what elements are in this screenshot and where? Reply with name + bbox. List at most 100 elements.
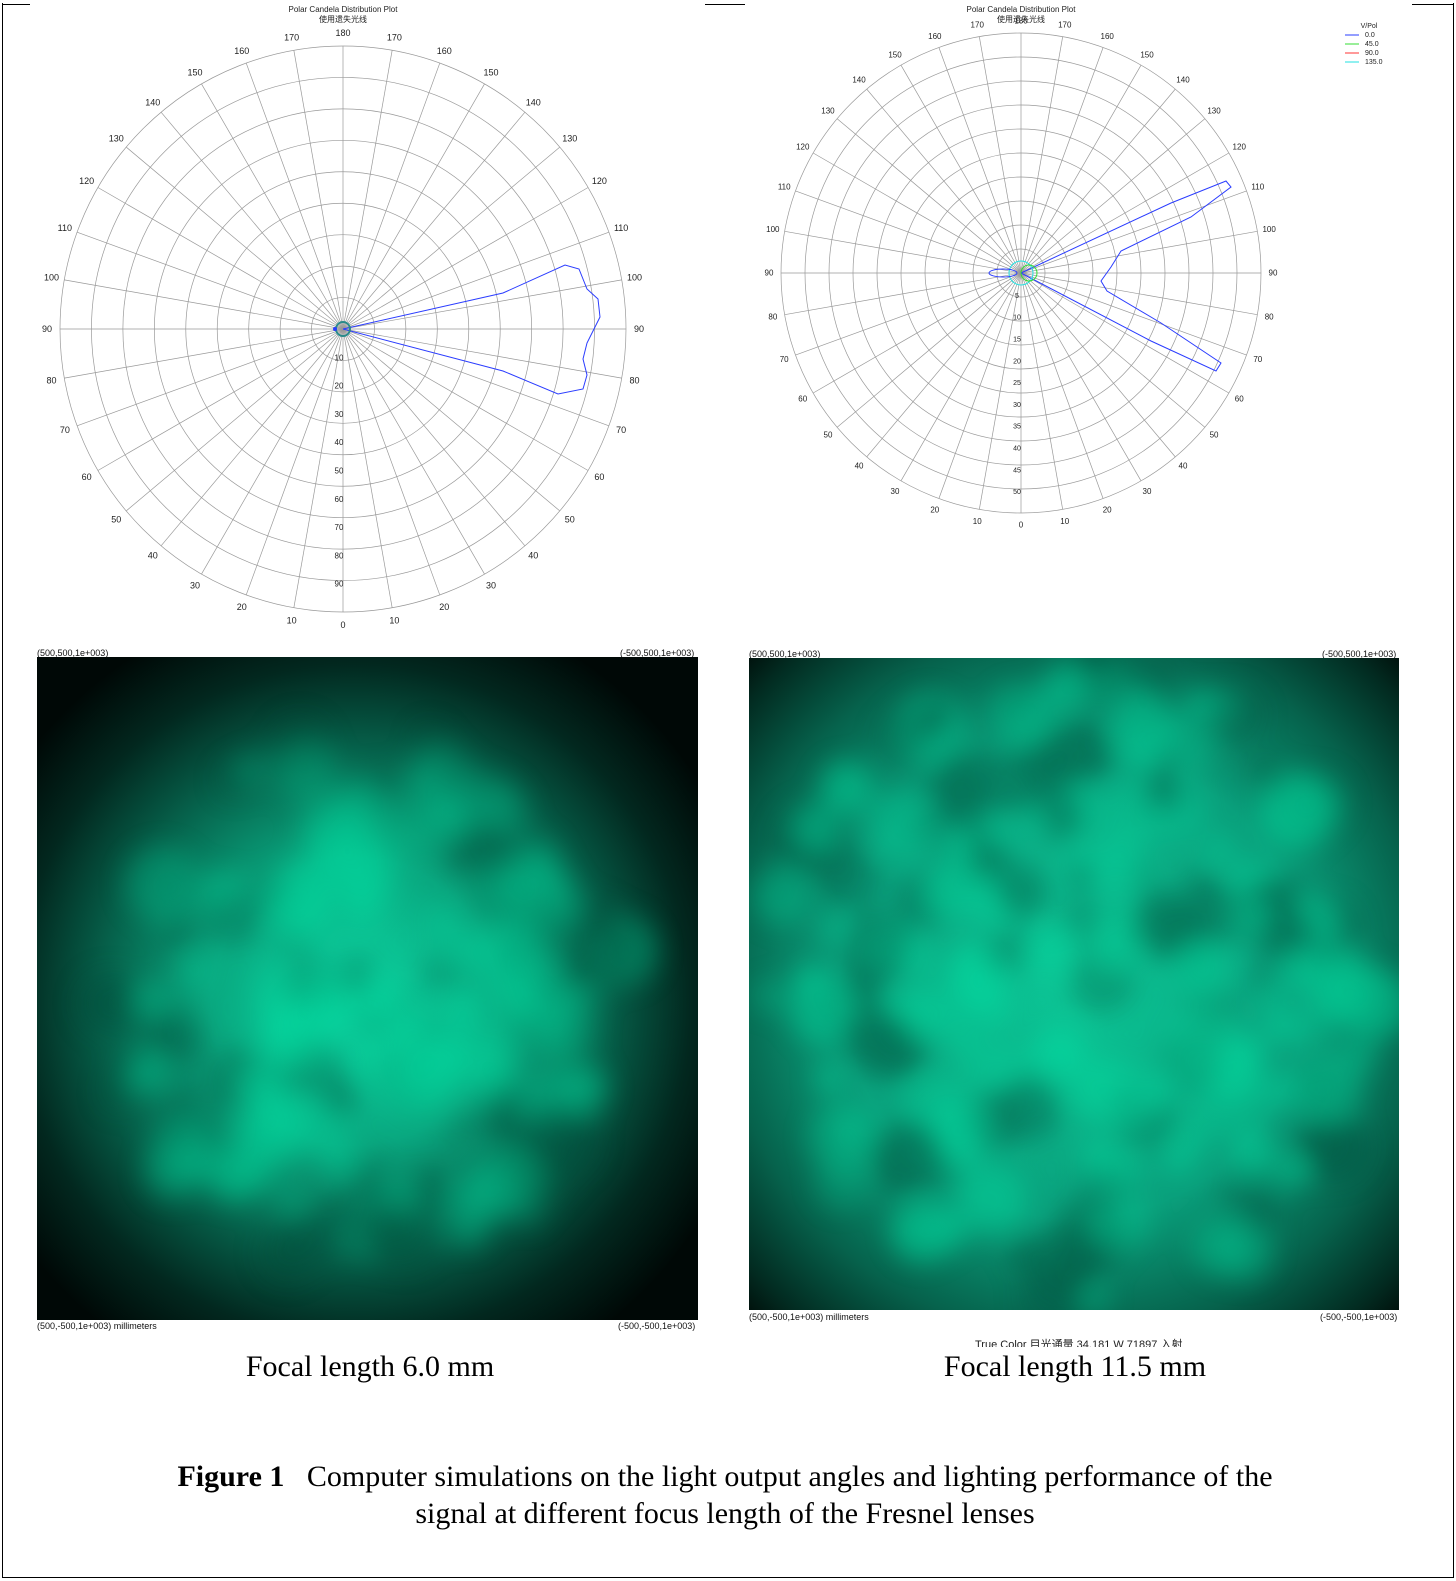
light-speckle: [1166, 1005, 1238, 1077]
angle-label: 150: [187, 68, 202, 78]
polar-spoke: [160, 111, 344, 330]
angle-label: 60: [798, 395, 807, 404]
light-speckle: [161, 915, 193, 947]
light-speckle: [1176, 942, 1229, 996]
light-speckle: [560, 954, 598, 992]
candela-curve: [342, 264, 601, 395]
polar-spoke: [1020, 230, 1258, 274]
radial-label: 25: [1013, 380, 1021, 387]
light-speckle: [1092, 681, 1120, 708]
light-speckle: [1299, 945, 1372, 1017]
light-speckle: [1184, 687, 1217, 719]
radial-label: 5: [1015, 293, 1019, 300]
light-speckle: [531, 1012, 579, 1060]
angle-label: 170: [1058, 20, 1072, 29]
light-speckle: [235, 751, 269, 786]
polar-spoke: [1020, 88, 1176, 274]
page-frame-top: [2, 4, 30, 5]
polar-spoke: [201, 328, 344, 575]
angle-label: 40: [855, 462, 864, 471]
light-speckle: [505, 859, 557, 911]
polar-spoke: [293, 50, 344, 330]
angle-label: 150: [483, 68, 498, 78]
polar-spoke: [1020, 272, 1142, 482]
angle-label: 120: [592, 176, 607, 186]
angle-label: 150: [888, 50, 902, 59]
angle-label: 180: [335, 28, 350, 38]
angle-label: 160: [928, 32, 942, 41]
polar-spoke: [125, 328, 344, 512]
light-speckle: [525, 1104, 598, 1177]
angle-label: 170: [284, 32, 299, 42]
polar-spoke: [342, 328, 485, 575]
light-speckle: [898, 985, 954, 1040]
angle-label: 40: [148, 551, 158, 561]
polar-spoke: [342, 328, 393, 608]
light-speckle: [172, 1145, 206, 1179]
angle-label: 50: [565, 514, 575, 524]
angle-label: 50: [824, 431, 833, 440]
light-speckle: [80, 974, 141, 1034]
light-speckle: [1109, 695, 1178, 765]
corner-label: (500,500,1e+003): [37, 648, 109, 658]
light-speckle: [1246, 960, 1282, 996]
light-speckle: [1078, 1059, 1151, 1132]
polar-spoke: [76, 328, 344, 427]
polar-spoke: [795, 190, 1022, 274]
light-speckle: [751, 866, 811, 926]
polar-spoke: [342, 328, 610, 427]
candela-curve: [1020, 180, 1232, 372]
angle-label: 0: [1019, 521, 1024, 530]
light-speckle: [275, 741, 338, 804]
light-speckle: [470, 881, 507, 918]
angle-label: 90: [42, 324, 52, 334]
angle-label: 100: [627, 273, 642, 283]
angle-label: 10: [1060, 517, 1069, 526]
angle-label: 20: [439, 602, 449, 612]
angle-label: 180: [1014, 17, 1028, 26]
center-cluster: [1020, 264, 1038, 282]
light-speckle: [1122, 894, 1189, 962]
polar-spoke: [97, 187, 344, 330]
light-speckle: [1231, 1130, 1276, 1175]
angle-label: 30: [190, 580, 200, 590]
light-speckle: [957, 1166, 1027, 1236]
angle-label: 70: [60, 425, 70, 435]
angle-label: 160: [437, 46, 452, 56]
page-frame-top: [705, 4, 745, 5]
angle-label: 120: [796, 143, 810, 152]
polar-spoke: [76, 231, 344, 330]
radial-label: 30: [1013, 402, 1021, 409]
angle-label: 70: [616, 425, 626, 435]
angle-label: 140: [1176, 76, 1190, 85]
angle-label: 130: [109, 134, 124, 144]
light-speckle: [789, 977, 857, 1045]
angle-label: 90: [1269, 269, 1278, 278]
polar-spoke: [784, 230, 1022, 274]
light-speckle: [1302, 1128, 1333, 1159]
light-speckle: [387, 1051, 454, 1119]
polar-spoke: [1020, 272, 1176, 458]
light-speckle: [1023, 931, 1067, 976]
angle-label: 80: [768, 312, 777, 321]
corner-label: (-500,500,1e+003): [620, 648, 695, 658]
page-frame-bottom: [2, 1577, 1454, 1578]
corner-label: (500,500,1e+003): [749, 649, 821, 659]
light-speckle: [925, 866, 976, 917]
polar-spoke: [836, 118, 1022, 274]
polar-spoke: [978, 36, 1022, 274]
light-speckle: [865, 789, 936, 860]
polar-spoke: [160, 328, 344, 547]
angle-label: 170: [387, 32, 402, 42]
polar-spoke: [1020, 272, 1104, 499]
light-speckle: [819, 760, 873, 814]
polar-spoke: [1020, 272, 1230, 394]
angle-label: 80: [46, 375, 56, 385]
light-speckle: [820, 914, 846, 941]
polar-spoke: [1020, 36, 1064, 274]
legend-label: 135.0: [1365, 59, 1383, 66]
light-speckle: [1086, 833, 1146, 893]
light-speckle: [276, 1185, 304, 1213]
angle-label: 10: [287, 616, 297, 626]
polar-spoke: [342, 146, 561, 330]
